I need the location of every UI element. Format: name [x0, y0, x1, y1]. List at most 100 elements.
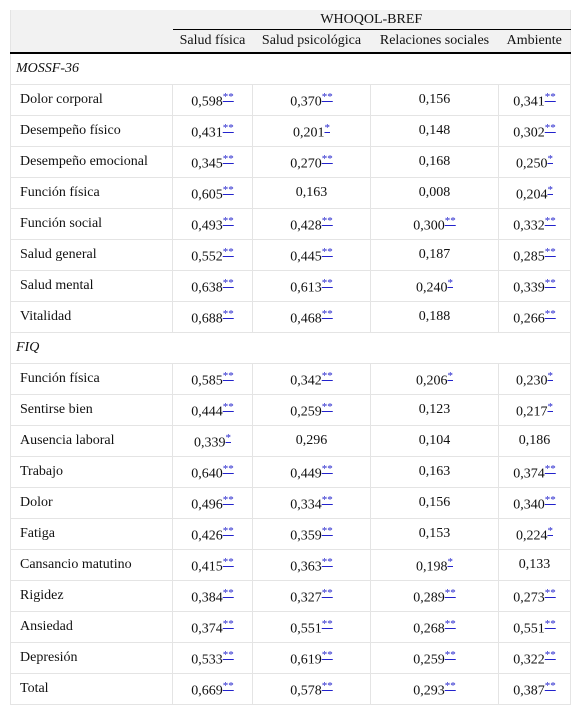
significance-link[interactable]: **: [544, 307, 556, 320]
significance: **: [545, 648, 556, 661]
cell-value: 0,552: [191, 249, 223, 265]
cell: 0,206*: [370, 363, 499, 395]
cell-value: 0,198: [416, 559, 448, 575]
significance-link[interactable]: **: [444, 617, 456, 630]
significance-link[interactable]: **: [444, 648, 456, 661]
cell-value: 0,613: [290, 280, 322, 296]
significance-link[interactable]: **: [222, 90, 234, 103]
significance-link[interactable]: **: [321, 648, 333, 661]
section-row: FIQ: [10, 332, 571, 364]
significance-link[interactable]: **: [321, 524, 333, 537]
cell-value: 0,153: [418, 526, 451, 541]
significance-link[interactable]: **: [222, 121, 234, 134]
significance-link[interactable]: **: [544, 276, 556, 289]
cell-value: 0,008: [418, 185, 451, 200]
row-label: Función física: [10, 363, 173, 395]
section-title: MOSSF-36: [10, 53, 571, 85]
significance-link[interactable]: *: [547, 524, 554, 537]
cell: 0,156: [370, 84, 499, 116]
group-header: WHOQOL-BREF: [172, 10, 571, 30]
significance-link[interactable]: **: [222, 617, 234, 630]
significance-link[interactable]: **: [544, 648, 556, 661]
cell-value: 0,493: [191, 218, 223, 234]
significance-link[interactable]: **: [222, 493, 234, 506]
significance-link[interactable]: **: [544, 214, 556, 227]
significance-link[interactable]: **: [321, 307, 333, 320]
cell: 0,217*: [497, 394, 571, 426]
significance-link[interactable]: **: [222, 555, 234, 568]
significance-link[interactable]: **: [222, 307, 234, 320]
significance-link[interactable]: **: [222, 369, 234, 382]
significance-link[interactable]: **: [544, 617, 556, 630]
significance-link[interactable]: **: [321, 276, 333, 289]
significance: *: [548, 400, 554, 413]
significance-link[interactable]: *: [547, 152, 554, 165]
significance-link[interactable]: **: [222, 214, 234, 227]
significance-link[interactable]: *: [547, 369, 554, 382]
significance-link[interactable]: **: [321, 245, 333, 258]
significance-link[interactable]: **: [222, 462, 234, 475]
cell: 0,493**: [172, 208, 253, 240]
significance-link[interactable]: **: [321, 586, 333, 599]
significance-link[interactable]: **: [222, 276, 234, 289]
significance-link[interactable]: *: [447, 369, 454, 382]
cell-value: 0,206: [416, 373, 448, 389]
cell-value: 0,619: [290, 652, 322, 668]
cell: 0,133: [497, 549, 571, 581]
significance-link[interactable]: *: [547, 183, 554, 196]
significance-link[interactable]: **: [321, 90, 333, 103]
significance-link[interactable]: *: [324, 121, 331, 134]
significance-link[interactable]: **: [444, 679, 456, 692]
row-label: Cansancio matutino: [10, 549, 173, 581]
significance-link[interactable]: **: [321, 555, 333, 568]
data-row: Función física 0,585** 0,342** 0,206* 0,230*: [10, 363, 571, 395]
significance-link[interactable]: **: [544, 679, 556, 692]
cell-value: 0,334: [290, 497, 322, 513]
cell: 0,156: [370, 487, 499, 519]
significance-link[interactable]: **: [222, 152, 234, 165]
significance-link[interactable]: **: [544, 121, 556, 134]
significance-link[interactable]: **: [222, 524, 234, 537]
significance-link[interactable]: **: [321, 400, 333, 413]
significance-link[interactable]: **: [544, 586, 556, 599]
significance-link[interactable]: **: [544, 462, 556, 475]
significance-link[interactable]: **: [222, 586, 234, 599]
data-row: Ansiedad 0,374** 0,551** 0,268** 0,551**: [10, 611, 571, 643]
significance-link[interactable]: **: [222, 400, 234, 413]
cell: 0,289**: [370, 580, 499, 612]
significance-link[interactable]: **: [321, 462, 333, 475]
significance-link[interactable]: **: [321, 152, 333, 165]
significance: **: [223, 679, 234, 692]
cell: 0,240*: [370, 270, 499, 302]
significance-link[interactable]: *: [447, 555, 454, 568]
cell: 0,322**: [497, 642, 571, 674]
cell-value: 0,431: [191, 125, 223, 141]
significance-link[interactable]: **: [321, 214, 333, 227]
cell: 0,578**: [252, 673, 371, 705]
significance-link[interactable]: **: [544, 245, 556, 258]
cell-value: 0,444: [191, 404, 223, 420]
cell: 0,266**: [497, 301, 571, 333]
significance-link[interactable]: **: [444, 586, 456, 599]
significance-link[interactable]: **: [544, 90, 556, 103]
significance-link[interactable]: **: [222, 679, 234, 692]
cell: 0,302**: [497, 115, 571, 147]
significance-link[interactable]: *: [547, 400, 554, 413]
data-row: Trabajo 0,640** 0,449** 0,163 0,374**: [10, 456, 571, 488]
significance-link[interactable]: **: [222, 183, 234, 196]
significance-link[interactable]: **: [321, 679, 333, 692]
cell: 0,230*: [497, 363, 571, 395]
significance: **: [322, 555, 333, 568]
significance-link[interactable]: *: [225, 431, 232, 444]
significance-link[interactable]: **: [321, 617, 333, 630]
significance-link[interactable]: *: [447, 276, 454, 289]
significance-link[interactable]: **: [222, 648, 234, 661]
significance-link[interactable]: **: [544, 493, 556, 506]
significance-link[interactable]: **: [321, 369, 333, 382]
cell-value: 0,585: [191, 373, 223, 389]
significance-link[interactable]: **: [321, 493, 333, 506]
significance-link[interactable]: **: [444, 214, 456, 227]
significance-link[interactable]: **: [222, 245, 234, 258]
cell-value: 0,168: [418, 154, 451, 169]
row-label: Dolor corporal: [10, 84, 173, 116]
